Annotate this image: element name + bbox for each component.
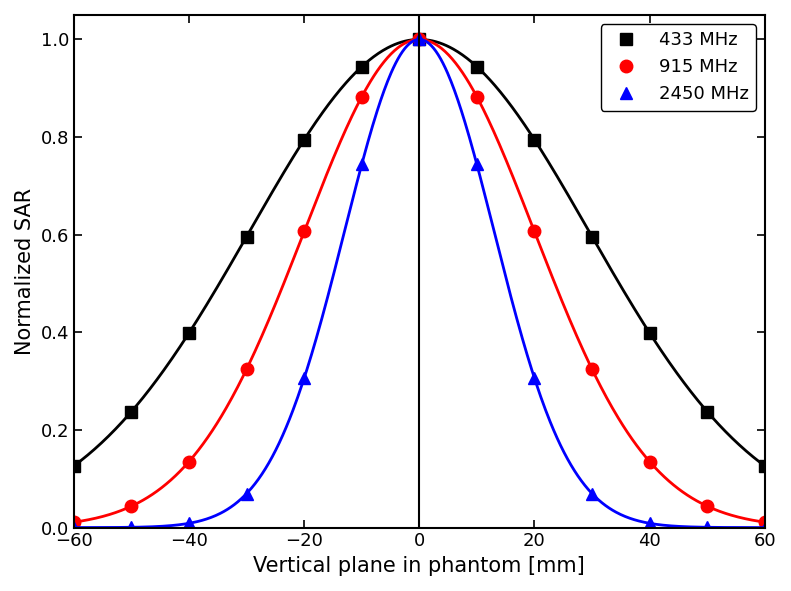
433 MHz: [300, 136, 309, 143]
Legend: 433 MHz, 915 MHz, 2450 MHz: 433 MHz, 915 MHz, 2450 MHz: [601, 24, 755, 111]
2450 MHz: [760, 524, 770, 531]
2450 MHz: [472, 161, 482, 168]
915 MHz: [702, 502, 712, 509]
Line: 915 MHz: 915 MHz: [68, 33, 771, 528]
Line: 2450 MHz: 2450 MHz: [68, 33, 771, 534]
915 MHz: [645, 458, 654, 465]
915 MHz: [127, 502, 136, 509]
433 MHz: [472, 63, 482, 70]
2450 MHz: [300, 375, 309, 382]
915 MHz: [472, 93, 482, 100]
2450 MHz: [184, 519, 194, 527]
433 MHz: [414, 36, 424, 43]
915 MHz: [760, 519, 770, 526]
915 MHz: [414, 36, 424, 43]
915 MHz: [69, 519, 78, 526]
2450 MHz: [645, 519, 654, 527]
2450 MHz: [127, 524, 136, 531]
2450 MHz: [242, 490, 252, 497]
433 MHz: [645, 329, 654, 336]
Y-axis label: Normalized SAR: Normalized SAR: [15, 188, 35, 355]
915 MHz: [242, 366, 252, 373]
2450 MHz: [530, 375, 539, 382]
Line: 433 MHz: 433 MHz: [68, 33, 771, 472]
915 MHz: [587, 366, 596, 373]
433 MHz: [69, 462, 78, 469]
2450 MHz: [69, 524, 78, 531]
915 MHz: [530, 228, 539, 235]
433 MHz: [702, 408, 712, 415]
915 MHz: [300, 228, 309, 235]
433 MHz: [357, 63, 366, 70]
433 MHz: [127, 408, 136, 415]
433 MHz: [530, 136, 539, 143]
2450 MHz: [357, 161, 366, 168]
915 MHz: [184, 458, 194, 465]
433 MHz: [760, 462, 770, 469]
915 MHz: [357, 93, 366, 100]
X-axis label: Vertical plane in phantom [mm]: Vertical plane in phantom [mm]: [253, 556, 585, 576]
2450 MHz: [587, 490, 596, 497]
2450 MHz: [702, 524, 712, 531]
433 MHz: [242, 233, 252, 240]
433 MHz: [587, 233, 596, 240]
433 MHz: [184, 329, 194, 336]
2450 MHz: [414, 36, 424, 43]
